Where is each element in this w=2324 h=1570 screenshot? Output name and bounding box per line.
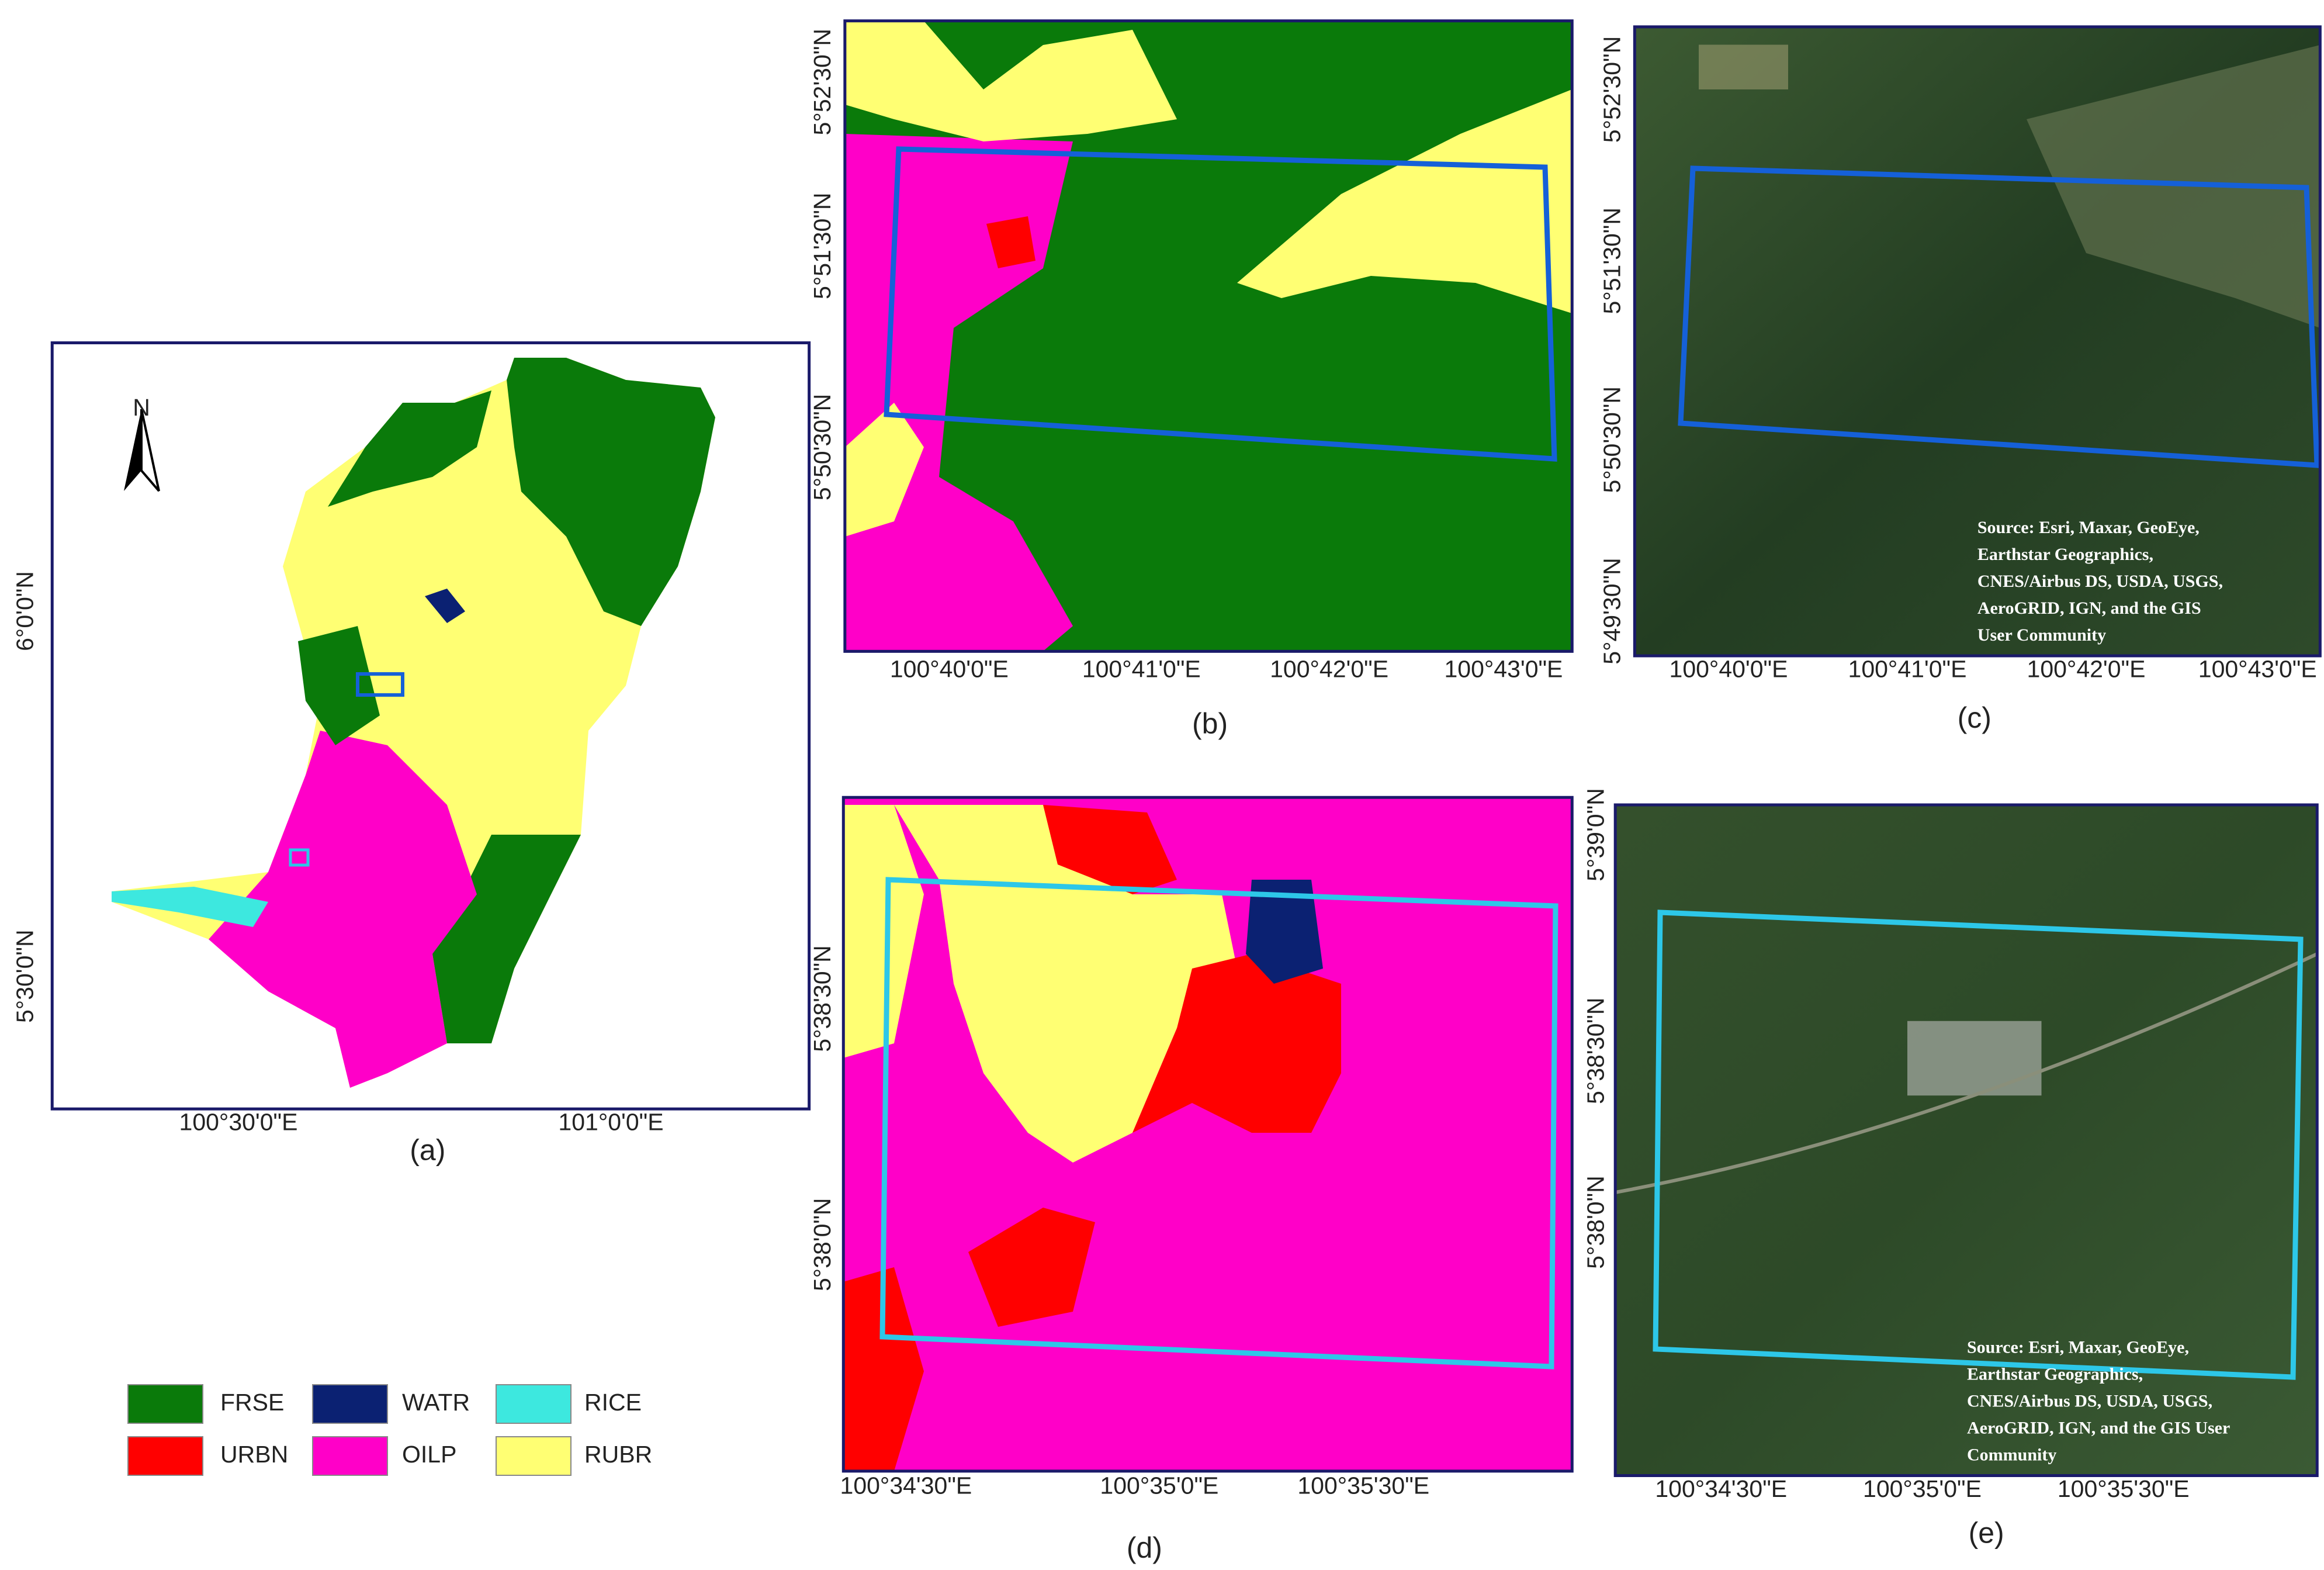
x-tick-label: 101°0'0"E xyxy=(558,1109,663,1136)
inset-box-b xyxy=(356,672,404,697)
legend-label: RICE xyxy=(584,1389,642,1416)
urbn-d3 xyxy=(843,1267,924,1471)
attribution: Community xyxy=(1967,1445,2056,1465)
y-tick-label: 5°52'30"N xyxy=(1598,36,1625,143)
legend-label: WATR xyxy=(402,1389,470,1416)
panel-label: (d) xyxy=(1127,1531,1162,1564)
inset-box-d xyxy=(289,848,310,867)
urbn-d2 xyxy=(1043,805,1177,894)
north-arrow xyxy=(140,409,160,492)
legend-swatch xyxy=(496,1384,572,1424)
x-tick-label: 100°35'0"E xyxy=(1100,1472,1218,1499)
x-tick-label: 100°43'0"E xyxy=(2198,655,2317,682)
panel-frame xyxy=(841,796,1574,1473)
y-tick-label: 5°50'30"N xyxy=(809,394,836,500)
y-tick-label: 5°30'0"N xyxy=(12,929,39,1023)
inset-outline xyxy=(879,877,1558,1370)
panel-label: (a) xyxy=(410,1133,445,1166)
y-tick-label: 5°39'0"N xyxy=(1582,788,1609,881)
attribution: User Community xyxy=(1977,625,2106,645)
attribution: AeroGRID, IGN, and the GIS xyxy=(1977,599,2201,618)
rubr-d xyxy=(894,805,1237,1163)
x-tick-label: 100°43'0"E xyxy=(1444,655,1563,682)
x-tick-label: 100°41'0"E xyxy=(1848,655,1967,682)
x-tick-label: 100°42'0"E xyxy=(1270,655,1388,682)
x-tick-label: 100°35'0"E xyxy=(1863,1475,1982,1502)
x-tick-label: 100°34'30"E xyxy=(1655,1475,1787,1502)
attribution: CNES/Airbus DS, USDA, USGS, xyxy=(1967,1392,2212,1411)
inset-outline xyxy=(1653,910,2304,1380)
inset-outline xyxy=(1678,165,2320,468)
forest-east xyxy=(507,358,715,626)
field xyxy=(1699,44,1788,89)
rubr-d2 xyxy=(843,805,924,1058)
forest-north xyxy=(328,390,491,507)
road xyxy=(1615,952,2318,1194)
legend-swatch xyxy=(312,1384,388,1424)
panel-frame xyxy=(1633,25,2322,658)
x-tick-label: 100°40'0"E xyxy=(890,655,1009,682)
panel-label: (b) xyxy=(1192,707,1228,740)
x-tick-label: 100°41'0"E xyxy=(1082,655,1201,682)
rubr-b3 xyxy=(845,403,924,537)
x-tick-label: 100°35'30"E xyxy=(2058,1475,2190,1502)
rubr-b2 xyxy=(1237,89,1572,313)
legend-label: FRSE xyxy=(220,1389,284,1416)
y-tick-label: 5°51'30"N xyxy=(809,193,836,299)
legend-swatch xyxy=(127,1436,203,1476)
rubr-b xyxy=(845,21,1177,141)
attribution: CNES/Airbus DS, USDA, USGS, xyxy=(1977,572,2223,591)
factory xyxy=(1907,1021,2042,1096)
urbn-d xyxy=(1132,954,1341,1133)
x-tick-label: 100°34'30"E xyxy=(840,1472,972,1499)
attribution: Earthstar Geographics, xyxy=(1967,1365,2143,1384)
y-tick-label: 5°38'0"N xyxy=(1582,1175,1609,1269)
y-tick-label: 5°38'30"N xyxy=(1582,998,1609,1104)
panel-frame xyxy=(50,341,811,1111)
x-tick-label: 100°42'0"E xyxy=(2027,655,2146,682)
north-label: N xyxy=(133,394,150,421)
legend-label: OILP xyxy=(402,1441,456,1468)
y-tick-label: 5°51'30"N xyxy=(1598,208,1625,314)
water-a xyxy=(425,589,465,623)
legend-swatch xyxy=(312,1436,388,1476)
x-tick-label: 100°40'0"E xyxy=(1670,655,1788,682)
forest-west xyxy=(298,626,380,745)
legend-label: URBN xyxy=(220,1441,288,1468)
oilpalm-south xyxy=(209,731,477,1088)
panel-label: (c) xyxy=(1958,701,1991,734)
urbn-d4 xyxy=(968,1208,1095,1327)
attribution: Source: Esri, Maxar, GeoEye, xyxy=(1967,1338,2189,1357)
y-tick-label: 5°49'30"N xyxy=(1598,558,1625,664)
legend-label: RUBR xyxy=(584,1441,652,1468)
panel-label: (e) xyxy=(1969,1517,2004,1550)
y-tick-label: 5°38'0"N xyxy=(809,1198,836,1291)
legend-swatch xyxy=(127,1384,203,1424)
attribution: AeroGRID, IGN, and the GIS User xyxy=(1967,1419,2230,1438)
inset-outline xyxy=(884,146,1557,462)
urbn-b xyxy=(986,216,1035,268)
panel-frame xyxy=(843,19,1574,653)
bare-land xyxy=(2027,45,2320,328)
attribution: Source: Esri, Maxar, GeoEye, xyxy=(1977,518,2200,537)
y-tick-label: 5°38'30"N xyxy=(809,945,836,1052)
north-arrow xyxy=(124,409,141,491)
x-tick-label: 100°35'30"E xyxy=(1297,1472,1429,1499)
attribution: Earthstar Geographics, xyxy=(1977,545,2153,564)
panel-frame xyxy=(1613,803,2319,1477)
y-tick-label: 5°50'30"N xyxy=(1598,386,1625,493)
y-tick-label: 6°0'0"N xyxy=(12,571,39,651)
legend-swatch xyxy=(496,1436,572,1476)
watr-d xyxy=(1246,880,1323,984)
x-tick-label: 100°30'0"E xyxy=(179,1109,298,1136)
y-tick-label: 5°52'30"N xyxy=(809,29,836,135)
rice-strip xyxy=(112,887,268,927)
